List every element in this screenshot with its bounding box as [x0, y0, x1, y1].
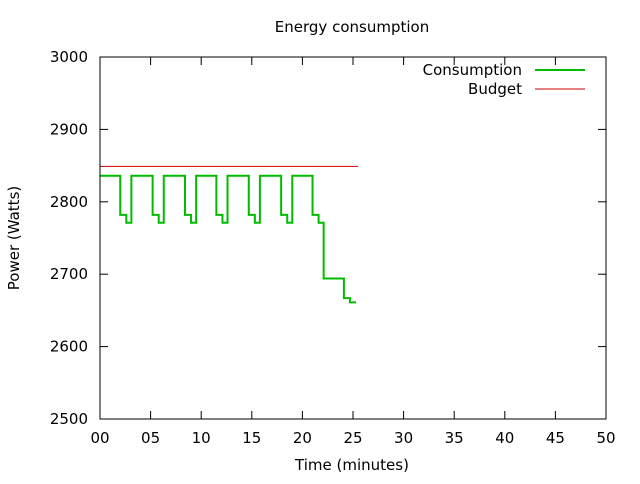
series-line-consumption	[100, 174, 357, 304]
x-tick-label: 10	[192, 429, 211, 447]
x-tick-label: 05	[141, 429, 160, 447]
chart-title: Energy consumption	[275, 18, 429, 36]
y-tick-label: 2800	[50, 193, 88, 211]
legend-label-budget: Budget	[468, 80, 522, 98]
y-tick-label: 2700	[50, 265, 88, 283]
y-tick-label: 2600	[50, 338, 88, 356]
x-tick-labels: 00 05 10 15 20 25 30 35 40 45 50	[90, 429, 615, 447]
x-tick-label: 35	[445, 429, 464, 447]
series-layer	[100, 165, 359, 304]
tick-marks	[99, 56, 607, 420]
y-tick-labels: 2500 2600 2700 2800 2900 3000	[50, 48, 88, 428]
x-tick-label: 00	[90, 429, 109, 447]
y-tick-label: 2900	[50, 120, 88, 138]
plot-frame	[99, 56, 607, 420]
y-axis-label: Power (Watts)	[5, 186, 23, 290]
x-tick-label: 30	[394, 429, 413, 447]
y-tick-label: 2500	[50, 410, 88, 428]
x-tick-label: 50	[596, 429, 615, 447]
x-tick-label: 40	[495, 429, 514, 447]
x-axis-label: Time (minutes)	[294, 456, 409, 474]
x-tick-label: 25	[343, 429, 362, 447]
x-tick-label: 20	[293, 429, 312, 447]
legend-label-consumption: Consumption	[423, 61, 522, 79]
y-tick-label: 3000	[50, 48, 88, 66]
x-tick-label: 45	[546, 429, 565, 447]
x-tick-label: 15	[242, 429, 261, 447]
